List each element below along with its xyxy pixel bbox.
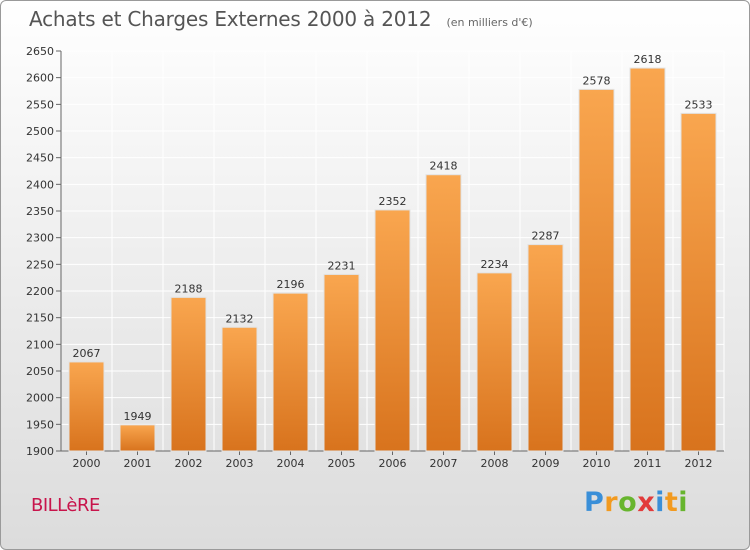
logo-letter: P xyxy=(584,487,605,518)
bar-2006[interactable] xyxy=(374,209,411,452)
bar-value-label: 2418 xyxy=(430,160,458,173)
bar-2001[interactable] xyxy=(119,424,156,452)
x-tick-label: 2009 xyxy=(532,457,560,470)
bars xyxy=(68,67,717,452)
bar-value-label: 2578 xyxy=(583,74,611,87)
y-tick-label: 2550 xyxy=(26,98,54,111)
proxiti-logo[interactable]: Proxiti xyxy=(584,487,688,518)
bar-2012[interactable] xyxy=(680,112,717,452)
bar-2002[interactable] xyxy=(170,296,207,452)
y-tick-label: 2400 xyxy=(26,178,54,191)
logo-letter: i xyxy=(678,487,689,518)
bar-value-label: 2287 xyxy=(532,230,560,243)
logo-letter: o xyxy=(618,487,638,518)
y-tick-label: 1900 xyxy=(26,445,54,458)
y-tick-label: 2650 xyxy=(26,45,54,58)
x-tick-label: 2006 xyxy=(379,457,407,470)
bar-2000[interactable] xyxy=(68,361,105,452)
y-tick-label: 2000 xyxy=(26,392,54,405)
bar-2004[interactable] xyxy=(272,292,309,452)
y-tick-label: 2050 xyxy=(26,365,54,378)
x-tick-label: 2012 xyxy=(685,457,713,470)
y-tick-label: 2150 xyxy=(26,312,54,325)
bar-value-label: 2188 xyxy=(175,282,203,295)
title-block: Achats et Charges Externes 2000 à 2012 (… xyxy=(29,7,533,31)
y-tick-label: 2300 xyxy=(26,232,54,245)
bar-value-label: 2132 xyxy=(226,312,254,325)
bar-value-label: 2618 xyxy=(634,53,662,66)
bar-2008[interactable] xyxy=(476,272,513,452)
y-tick-label: 2200 xyxy=(26,285,54,298)
x-tick-label: 2010 xyxy=(583,457,611,470)
bar-2003[interactable] xyxy=(221,326,258,452)
x-tick-label: 2008 xyxy=(481,457,509,470)
logo-letter: x xyxy=(637,487,656,518)
bar-value-label: 1949 xyxy=(124,410,152,423)
city-name: BILLèRE xyxy=(31,495,100,516)
y-tick-label: 2450 xyxy=(26,152,54,165)
bar-2011[interactable] xyxy=(629,67,666,452)
bar-value-label: 2231 xyxy=(328,259,356,272)
bar-2007[interactable] xyxy=(425,174,462,452)
x-tick-label: 2001 xyxy=(124,457,152,470)
x-tick-label: 2002 xyxy=(175,457,203,470)
bar-2010[interactable] xyxy=(578,88,615,452)
bar-2009[interactable] xyxy=(527,244,564,452)
y-tick-label: 2600 xyxy=(26,72,54,85)
x-tick-label: 2007 xyxy=(430,457,458,470)
x-tick-label: 2003 xyxy=(226,457,254,470)
chart-subtitle: (en milliers d'€) xyxy=(446,16,533,29)
logo-letter: t xyxy=(664,487,679,518)
bar-value-label: 2234 xyxy=(481,258,509,271)
bar-value-label: 2352 xyxy=(379,195,407,208)
y-tick-label: 2350 xyxy=(26,205,54,218)
logo-letter: i xyxy=(655,487,665,518)
y-tick-label: 2100 xyxy=(26,338,54,351)
logo-letter: r xyxy=(604,487,619,518)
y-tick-label: 2500 xyxy=(26,125,54,138)
x-tick-label: 2000 xyxy=(73,457,101,470)
bar-2005[interactable] xyxy=(323,273,360,452)
x-tick-label: 2011 xyxy=(634,457,662,470)
x-tick-label: 2005 xyxy=(328,457,356,470)
labels: 1900 1950 2000 2050 2100 2150 2200 2250 2300 2350… xyxy=(26,45,713,470)
bar-value-label: 2533 xyxy=(685,98,713,111)
y-tick-label: 2250 xyxy=(26,258,54,271)
bar-value-label: 2067 xyxy=(73,347,101,360)
chart-title: Achats et Charges Externes 2000 à 2012 xyxy=(29,7,432,31)
x-tick-label: 2004 xyxy=(277,457,305,470)
bar-value-label: 2196 xyxy=(277,278,305,291)
y-tick-label: 1950 xyxy=(26,418,54,431)
